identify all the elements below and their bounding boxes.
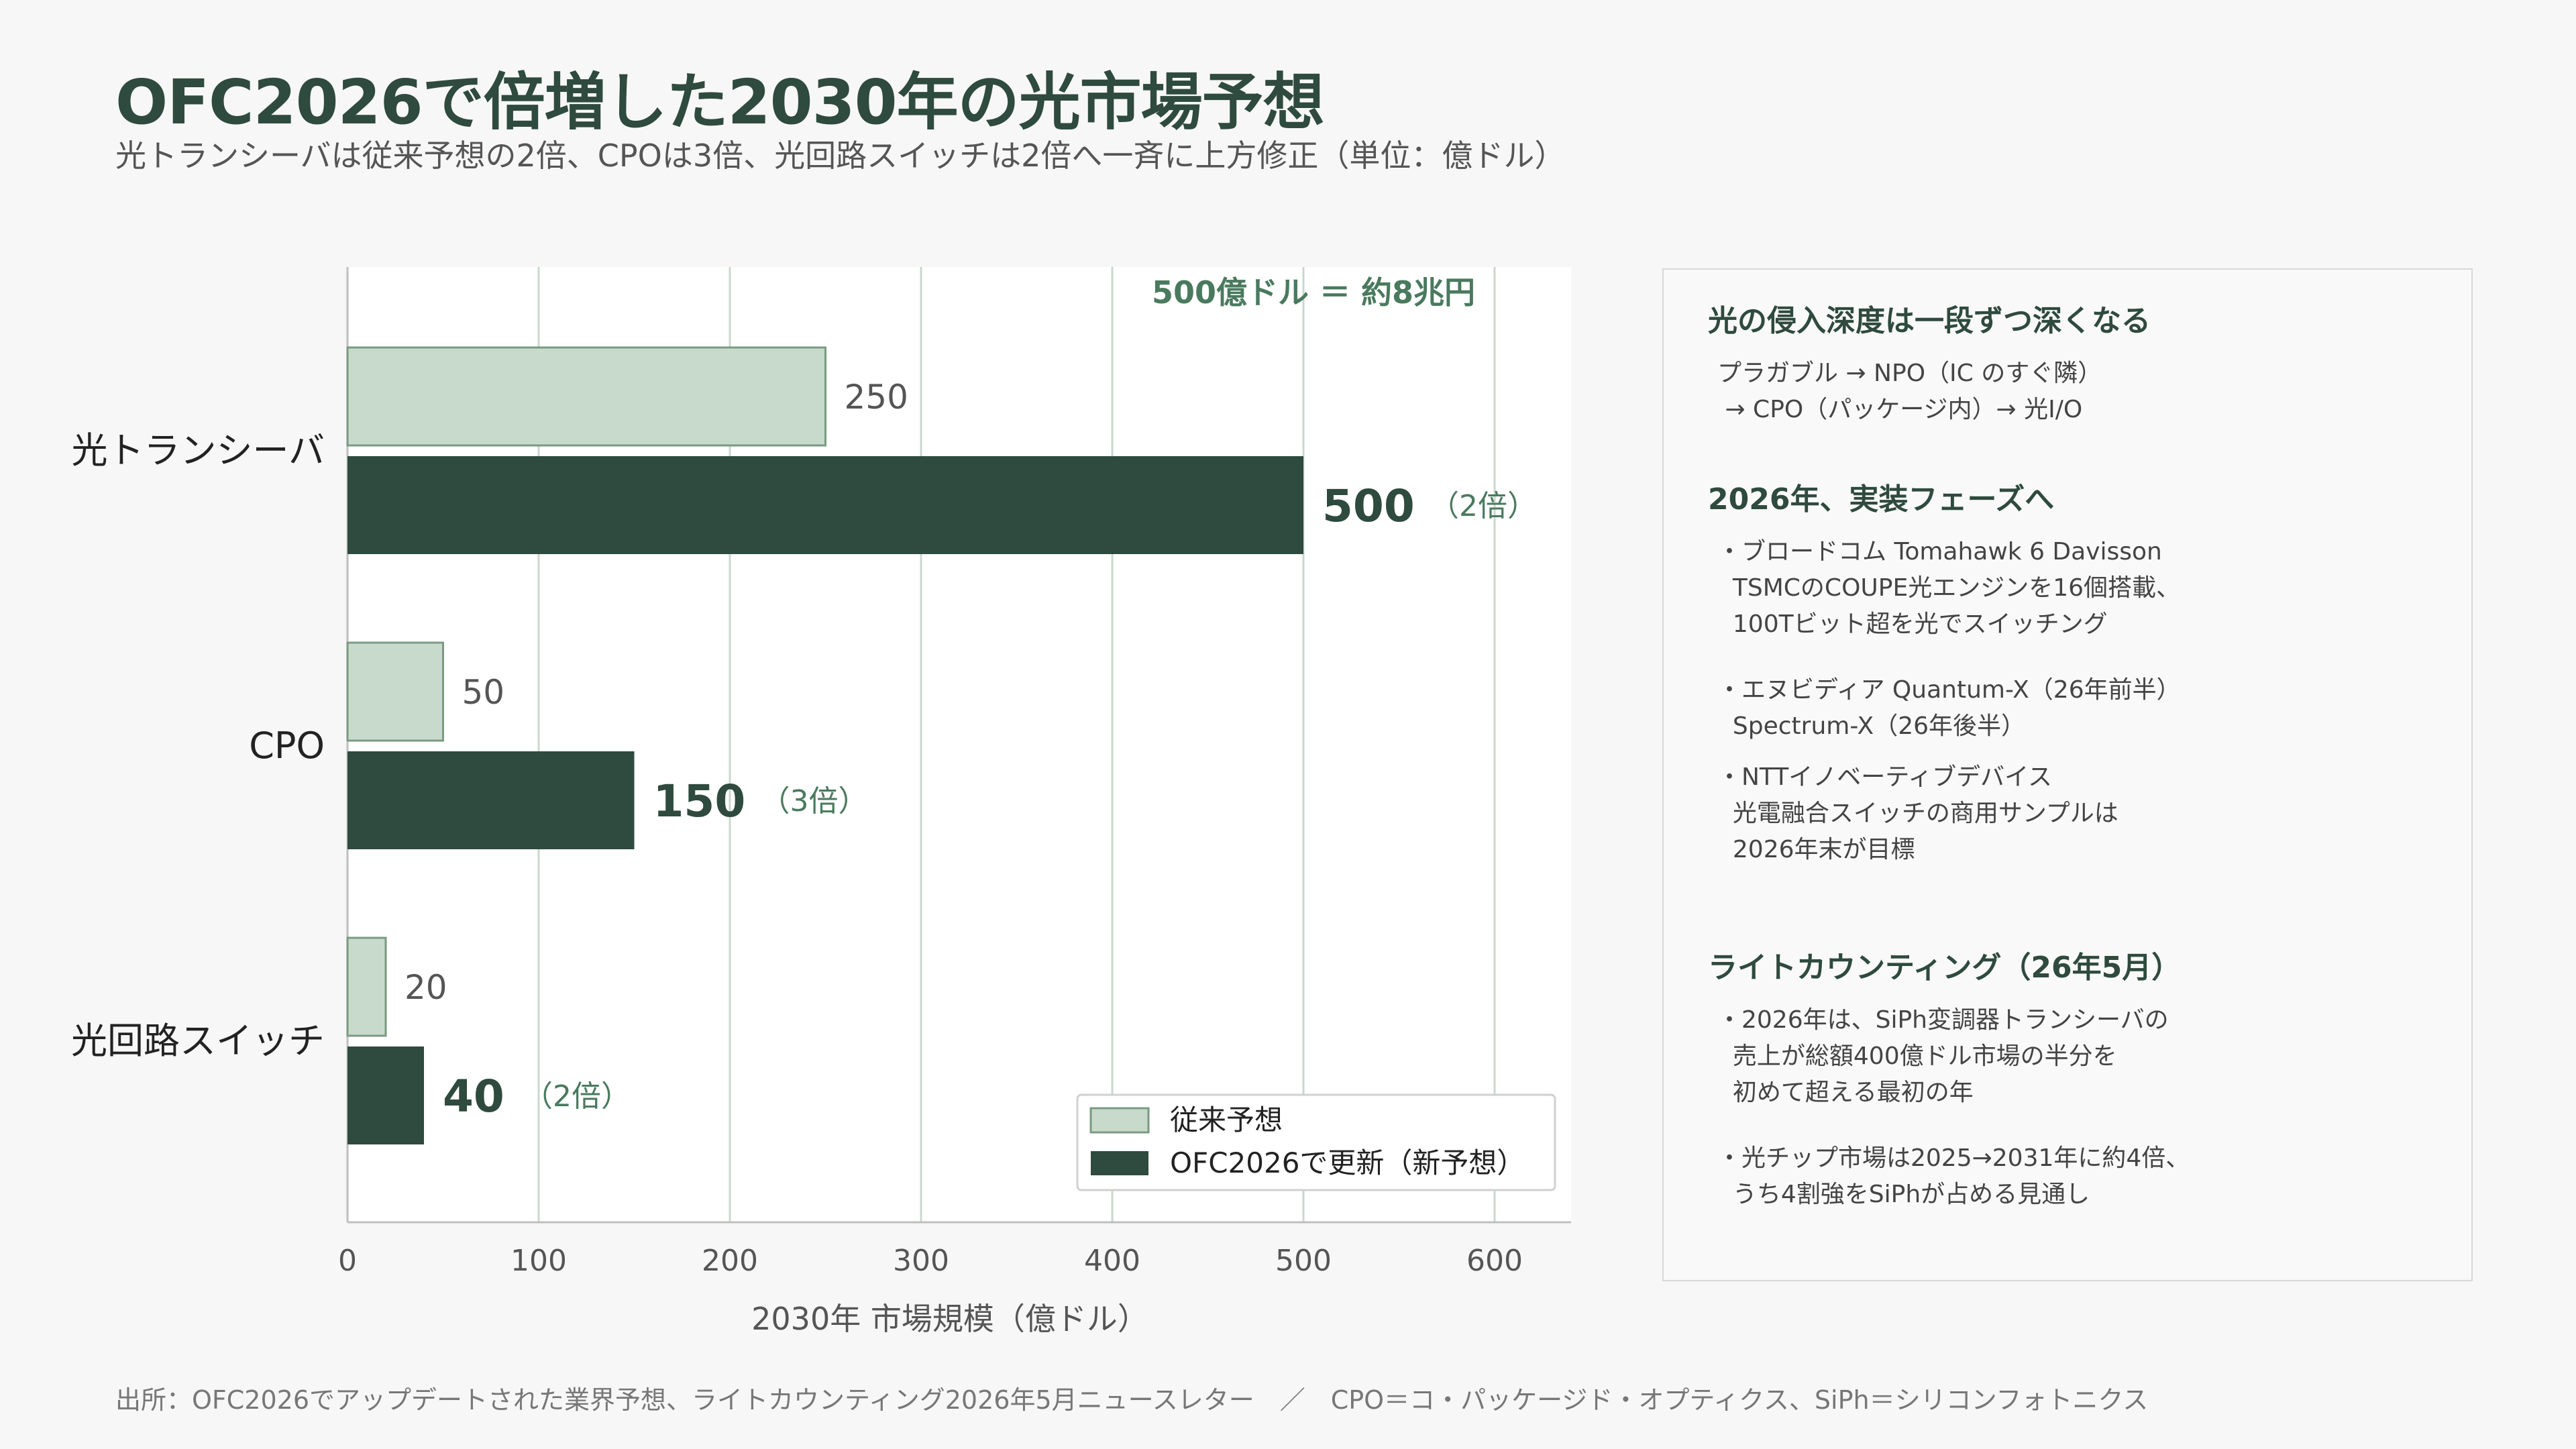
legend-box bbox=[1076, 1093, 1556, 1191]
side-heading-3: ライトカウンティング（26年5月） bbox=[1708, 951, 2182, 985]
x-tick-label: 600 bbox=[1466, 1244, 1523, 1278]
side-text-2-3: ・NTTイノベーティブデバイス 光電融合スイッチの商用サンプルは 2026年末が… bbox=[1717, 763, 2118, 863]
legend-swatch-new bbox=[1091, 1151, 1148, 1175]
multiplier-label-3: （2倍） bbox=[523, 1079, 631, 1114]
side-text-3-2: ・光チップ市場は2025→2031年に約4倍、 うち4割強をSiPhが占める見通… bbox=[1717, 1144, 2190, 1208]
side-heading-1: 光の侵入深度は一段ずつ深くなる bbox=[1708, 304, 2151, 338]
side-text-1-1: プラガブル → NPO（IC のすぐ隣） → CPO（パッケージ内）→ 光I/O bbox=[1717, 360, 2102, 423]
bar-new-3 bbox=[347, 1046, 424, 1144]
x-tick-label: 300 bbox=[893, 1244, 949, 1278]
x-tick-label: 500 bbox=[1275, 1244, 1332, 1278]
legend-swatch-old bbox=[1089, 1107, 1150, 1134]
bar-new-1 bbox=[347, 456, 1303, 554]
category-label-3: 光回路スイッチ bbox=[71, 1020, 325, 1062]
bar-old-label-1: 250 bbox=[845, 378, 908, 417]
bar-old-3 bbox=[346, 936, 387, 1037]
side-text-2-1: ・ブロードコム Tomahawk 6 Davisson TSMCのCOUPE光エ… bbox=[1717, 538, 2181, 638]
bar-old-1 bbox=[346, 346, 826, 447]
annotation-text: 500億ドル ＝ 約8兆円 bbox=[1152, 274, 1475, 311]
category-label-1: 光トランシーバ bbox=[72, 429, 325, 472]
page-title: OFC2026で倍増した2030年の光市場予想 bbox=[115, 66, 1325, 138]
side-heading-2: 2026年、実装フェーズへ bbox=[1708, 482, 2055, 517]
source-footer: 出所：OFC2026でアップデートされた業界予想、ライトカウンティング2026年… bbox=[115, 1385, 2149, 1415]
multiplier-label-1: （2倍） bbox=[1430, 489, 1537, 523]
bar-new-2 bbox=[347, 751, 635, 849]
bar-chart: 0 100 200 300 400 500 600 2030年 市場規模（億ドル） 500億ドル… bbox=[71, 267, 1571, 1337]
side-text-3-1: ・2026年は、SiPh変調器トランシーバの 売上が総額400億ドル市場の半分を… bbox=[1717, 1006, 2169, 1106]
legend-label-old: 従来予想 bbox=[1170, 1104, 1283, 1136]
side-panel: 光の侵入深度は一段ずつ深くなる プラガブル → NPO（IC のすぐ隣） → C… bbox=[1662, 268, 2473, 1281]
page-subtitle: 光トランシーバは従来予想の2倍、CPOは3倍、光回路スイッチは2倍へ一斉に上方修… bbox=[115, 138, 1566, 174]
bar-old-2 bbox=[346, 641, 444, 742]
bar-new-label-1: 500 bbox=[1322, 480, 1415, 532]
bar-new-label-3: 40 bbox=[443, 1071, 504, 1122]
side-text-2-2: ・エヌビディア Quantum-X（26年前半） Spectrum-X（26年後… bbox=[1717, 676, 2181, 740]
x-tick-label: 200 bbox=[702, 1244, 758, 1278]
multiplier-label-2: （3倍） bbox=[761, 784, 868, 818]
x-tick-label: 400 bbox=[1084, 1244, 1140, 1278]
x-tick-label: 100 bbox=[511, 1244, 567, 1278]
bar-old-label-3: 20 bbox=[405, 968, 447, 1007]
x-axis-label: 2030年 市場規模（億ドル） bbox=[751, 1301, 1148, 1337]
bar-new-label-2: 150 bbox=[653, 775, 746, 827]
bar-old-label-2: 50 bbox=[462, 673, 505, 712]
legend-label-new: OFC2026で更新（新予想） bbox=[1170, 1146, 1525, 1179]
category-label-2: CPO bbox=[249, 724, 325, 767]
x-tick-label: 0 bbox=[338, 1244, 357, 1278]
